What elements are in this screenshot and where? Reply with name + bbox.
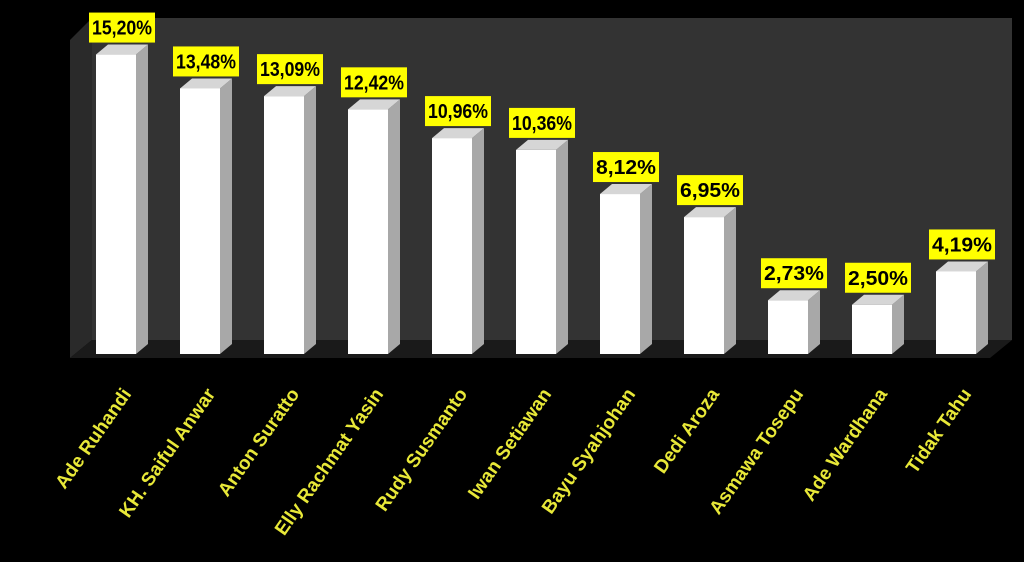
data-label: 10,96% [425, 96, 491, 127]
bar-top [96, 44, 148, 55]
data-label-text: 15,20% [92, 18, 152, 40]
data-label: 2,50% [845, 262, 911, 293]
bar-top [180, 78, 232, 89]
data-label: 13,09% [257, 54, 323, 85]
bar-top [348, 99, 400, 110]
bar-side [724, 207, 736, 354]
data-label-text: 12,42% [344, 72, 404, 94]
data-label-box [89, 12, 155, 43]
data-label-text: 8,12% [596, 157, 656, 179]
bar-top [264, 86, 316, 97]
bar-front [348, 109, 388, 355]
bar [432, 128, 484, 354]
data-label-box [593, 152, 659, 183]
data-label-text: 10,96% [428, 101, 488, 123]
bar [348, 99, 400, 355]
bar-front [516, 149, 556, 354]
bar-side [388, 99, 400, 355]
bar-top [516, 139, 568, 150]
data-label-text: 10,36% [512, 113, 572, 135]
data-label-text: 2,50% [848, 268, 908, 290]
bar-side [808, 290, 820, 354]
data-label: 13,48% [173, 46, 239, 77]
bar [768, 290, 820, 354]
bar [600, 184, 652, 354]
bar-top [684, 207, 736, 218]
data-label: 6,95% [677, 175, 743, 206]
bar-top [600, 184, 652, 195]
data-label-box [509, 107, 575, 138]
data-label: 4,19% [929, 229, 995, 260]
data-label-box [929, 229, 995, 260]
bar [936, 261, 988, 354]
bar-top [768, 290, 820, 301]
bar [96, 44, 148, 355]
bar-side [976, 261, 988, 354]
bar-front [600, 194, 640, 354]
data-labels-group: 15,20% 13,48% 13,09% 12,42% 10,96% 10,36% 8,12… [89, 12, 995, 293]
bar-front [96, 54, 136, 355]
bar-front [180, 88, 220, 354]
data-label-box [761, 258, 827, 289]
data-label-box [677, 175, 743, 206]
data-label-box [173, 46, 239, 77]
bar-front [264, 96, 304, 354]
data-label: 8,12% [593, 152, 659, 183]
bar-side [640, 184, 652, 354]
bar-side [556, 139, 568, 354]
data-label-box [845, 262, 911, 293]
plot-left-wall [70, 18, 92, 358]
bar-side [136, 44, 148, 355]
data-label: 15,20% [89, 12, 155, 43]
bar-top [432, 128, 484, 139]
bar-front [768, 300, 808, 354]
bar-front [684, 217, 724, 354]
bar [264, 86, 316, 354]
data-label-box [341, 67, 407, 98]
bar-top [852, 294, 904, 305]
bar-front [936, 271, 976, 354]
bar [180, 78, 232, 354]
bar-side [304, 86, 316, 354]
bar [852, 294, 904, 354]
bar-side [892, 294, 904, 354]
data-label: 10,36% [509, 107, 575, 138]
bar [684, 207, 736, 354]
bar-side [220, 78, 232, 354]
bar-top [936, 261, 988, 272]
data-label-text: 2,73% [764, 263, 824, 285]
data-label-text: 13,48% [176, 51, 236, 73]
bar-side [472, 128, 484, 354]
data-label: 12,42% [341, 67, 407, 98]
data-label-box [425, 96, 491, 127]
bar-front [432, 138, 472, 354]
data-label-text: 6,95% [680, 180, 740, 202]
data-label-text: 13,09% [260, 59, 320, 81]
data-label: 2,73% [761, 258, 827, 289]
bar [516, 139, 568, 354]
data-label-box [257, 54, 323, 85]
bars-group [96, 44, 988, 355]
bar-front [852, 304, 892, 354]
data-label-text: 4,19% [932, 234, 992, 256]
